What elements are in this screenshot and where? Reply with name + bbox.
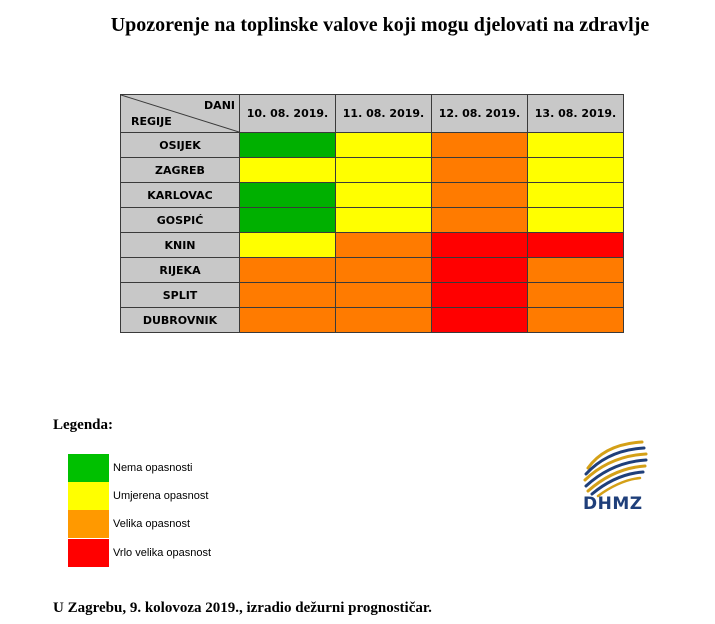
warning-cell <box>431 207 528 233</box>
dhmz-logo-icon <box>583 440 648 498</box>
legend-item: Vrlo velika opasnost <box>68 539 211 567</box>
warning-cell <box>431 182 528 208</box>
header-row: DANI REGIJE 10. 08. 2019. 11. 08. 2019. … <box>120 94 624 133</box>
warning-cell <box>527 157 624 183</box>
footer-text: U Zagrebu, 9. kolovoza 2019., izradio de… <box>53 600 432 616</box>
warning-cell <box>431 282 528 308</box>
legend-swatch <box>68 510 109 538</box>
warning-cell <box>239 182 336 208</box>
legend-label: Nema opasnosti <box>113 462 193 474</box>
table-row: RIJEKA <box>120 257 624 283</box>
date-header: 10. 08. 2019. <box>239 94 336 133</box>
legend-label: Velika opasnost <box>113 518 191 530</box>
warning-cell <box>239 282 336 308</box>
warning-cell <box>431 257 528 283</box>
table-row: GOSPIĆ <box>120 207 624 233</box>
legend-item: Nema opasnosti <box>68 454 193 482</box>
region-label: OSIJEK <box>120 132 240 158</box>
warning-cell <box>335 132 432 158</box>
warning-cell <box>527 132 624 158</box>
legend-swatch <box>68 539 109 567</box>
warning-cell <box>431 232 528 258</box>
legend-item: Umjerena opasnost <box>68 482 208 510</box>
warning-cell <box>335 207 432 233</box>
warning-cell <box>335 282 432 308</box>
warning-cell <box>527 282 624 308</box>
warning-cell <box>239 207 336 233</box>
region-label: DUBROVNIK <box>120 307 240 333</box>
warning-cell <box>239 132 336 158</box>
warning-cell <box>527 232 624 258</box>
diagonal-line <box>121 95 239 132</box>
warning-cell <box>431 307 528 333</box>
region-label: ZAGREB <box>120 157 240 183</box>
region-label: KNIN <box>120 232 240 258</box>
date-header: 11. 08. 2019. <box>335 94 432 133</box>
date-header: 12. 08. 2019. <box>431 94 528 133</box>
warning-cell <box>239 232 336 258</box>
corner-top-label: DANI <box>204 99 235 112</box>
corner-header: DANI REGIJE <box>120 94 240 133</box>
date-header: 13. 08. 2019. <box>527 94 624 133</box>
warning-cell <box>335 232 432 258</box>
legend-label: Vrlo velika opasnost <box>113 547 212 559</box>
table-row: DUBROVNIK <box>120 307 624 333</box>
warning-cell <box>239 307 336 333</box>
warning-cell <box>335 157 432 183</box>
table-body: OSIJEK ZAGREB KARLOVAC GOSPIĆ KNIN RIJEKA SPLI… <box>120 132 624 333</box>
warning-cell <box>527 182 624 208</box>
region-label: RIJEKA <box>120 257 240 283</box>
region-label: SPLIT <box>120 282 240 308</box>
warning-cell <box>527 207 624 233</box>
warning-cell <box>527 257 624 283</box>
warning-cell <box>335 182 432 208</box>
warning-cell <box>431 157 528 183</box>
legend-swatch <box>68 482 109 510</box>
logo-text: DHMZ <box>583 494 643 514</box>
table-row: KARLOVAC <box>120 182 624 208</box>
legend-title: Legenda: <box>53 417 113 433</box>
table-row: SPLIT <box>120 282 624 308</box>
table-row: KNIN <box>120 232 624 258</box>
page-title: Upozorenje na toplinske valove koji mogu… <box>110 14 650 36</box>
table-row: OSIJEK <box>120 132 624 158</box>
warning-cell <box>527 307 624 333</box>
corner-bottom-label: REGIJE <box>131 115 172 128</box>
table-row: ZAGREB <box>120 157 624 183</box>
warning-table: DANI REGIJE 10. 08. 2019. 11. 08. 2019. … <box>120 94 624 333</box>
legend-item: Velika opasnost <box>68 510 190 538</box>
warning-cell <box>335 307 432 333</box>
legend-swatch <box>68 454 109 482</box>
region-label: KARLOVAC <box>120 182 240 208</box>
region-label: GOSPIĆ <box>120 207 240 233</box>
warning-cell <box>239 257 336 283</box>
warning-cell <box>431 132 528 158</box>
warning-cell <box>239 157 336 183</box>
legend-label: Umjerena opasnost <box>113 490 209 502</box>
warning-cell <box>335 257 432 283</box>
